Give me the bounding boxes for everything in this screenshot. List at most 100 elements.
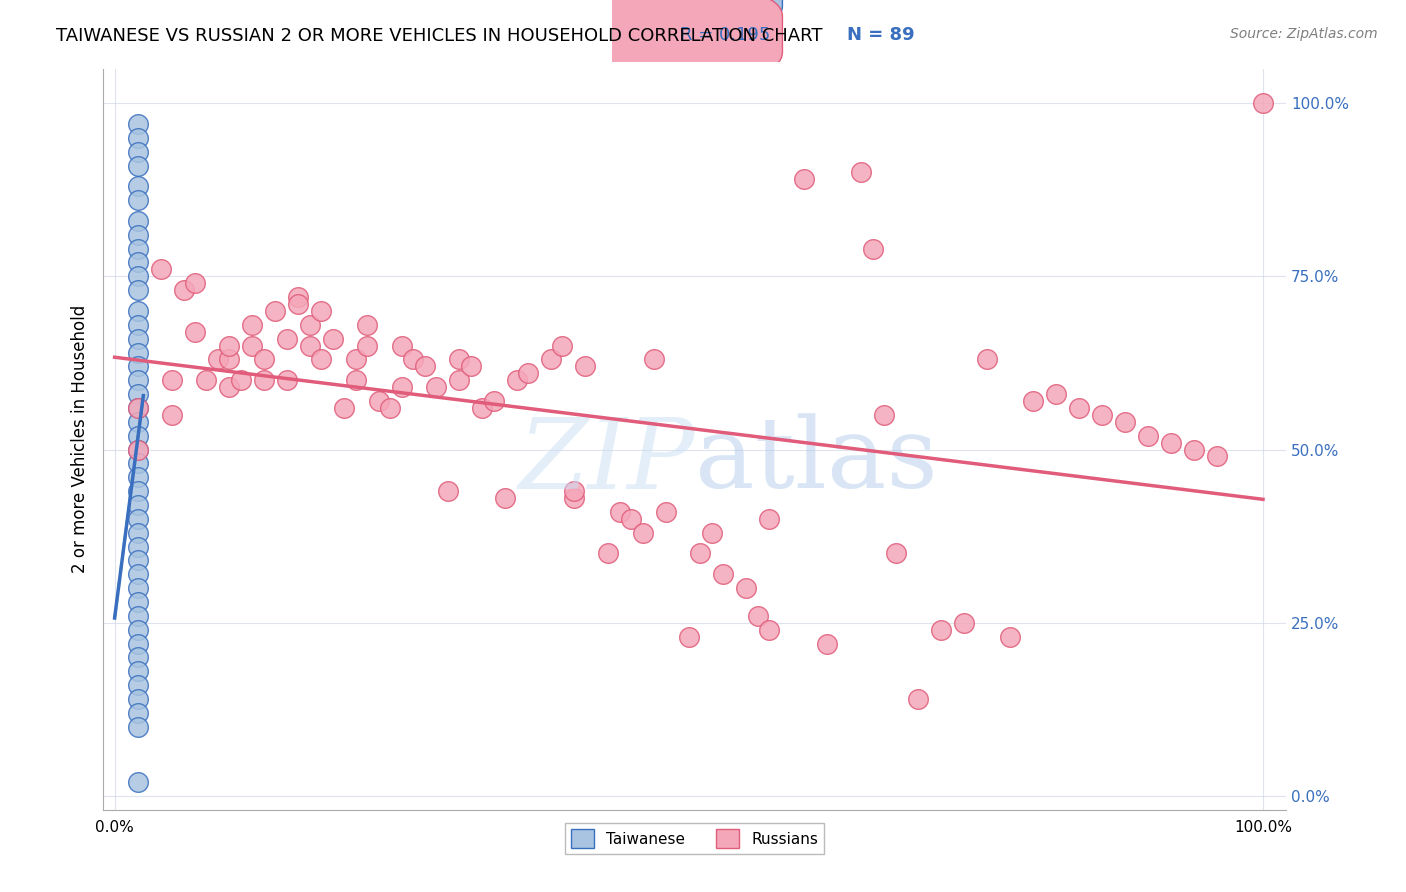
Point <box>931 623 953 637</box>
Point <box>689 546 711 560</box>
Point <box>127 525 149 540</box>
Point <box>1045 387 1067 401</box>
Point <box>356 338 378 352</box>
Point <box>425 380 447 394</box>
Text: R = 0.195: R = 0.195 <box>681 26 770 44</box>
Point <box>793 172 815 186</box>
Point <box>127 332 149 346</box>
Point <box>655 505 678 519</box>
FancyBboxPatch shape <box>509 0 783 83</box>
Point <box>1160 435 1182 450</box>
Point <box>127 442 149 457</box>
Point <box>127 227 149 242</box>
Point <box>344 373 367 387</box>
Point <box>298 338 321 352</box>
Point <box>207 352 229 367</box>
Point <box>562 484 585 499</box>
Point <box>631 525 654 540</box>
Point <box>127 193 149 207</box>
Point <box>735 581 758 595</box>
Point <box>574 359 596 374</box>
Point <box>758 623 780 637</box>
Text: TAIWANESE VS RUSSIAN 2 OR MORE VEHICLES IN HOUSEHOLD CORRELATION CHART: TAIWANESE VS RUSSIAN 2 OR MORE VEHICLES … <box>56 27 823 45</box>
Point <box>884 546 907 560</box>
Point <box>127 623 149 637</box>
Point <box>562 491 585 505</box>
Text: Source: ZipAtlas.com: Source: ZipAtlas.com <box>1230 27 1378 41</box>
Point <box>1182 442 1205 457</box>
Point <box>242 318 264 332</box>
Point <box>127 470 149 484</box>
Point <box>253 373 276 387</box>
Point <box>391 380 413 394</box>
Point <box>127 428 149 442</box>
Point <box>700 525 723 540</box>
Point <box>127 373 149 387</box>
Point <box>127 720 149 734</box>
Point <box>127 318 149 332</box>
Point <box>218 352 240 367</box>
Point <box>391 338 413 352</box>
Point <box>402 352 425 367</box>
Point <box>380 401 402 415</box>
Point <box>849 165 872 179</box>
Point <box>127 636 149 650</box>
Text: ZIP: ZIP <box>519 414 695 509</box>
Point <box>287 297 309 311</box>
Text: N = 89: N = 89 <box>846 26 914 44</box>
Point <box>413 359 436 374</box>
Point <box>127 706 149 720</box>
Point <box>494 491 516 505</box>
Point <box>127 401 149 415</box>
Point <box>127 269 149 284</box>
Point <box>127 345 149 359</box>
Point <box>127 540 149 554</box>
Point <box>127 567 149 582</box>
Point <box>598 546 620 560</box>
Point <box>449 373 471 387</box>
Point <box>643 352 665 367</box>
Point <box>1000 630 1022 644</box>
Point <box>127 512 149 526</box>
Point <box>184 325 207 339</box>
Point <box>311 352 333 367</box>
Point <box>253 352 276 367</box>
Point <box>758 512 780 526</box>
Legend: Taiwanese, Russians: Taiwanese, Russians <box>565 823 824 854</box>
Point <box>276 373 298 387</box>
Point <box>127 159 149 173</box>
Point <box>482 394 505 409</box>
Point <box>127 145 149 159</box>
Point <box>127 283 149 297</box>
Point <box>127 665 149 679</box>
Point <box>127 442 149 457</box>
Point <box>127 484 149 499</box>
Point <box>127 401 149 415</box>
Point <box>449 352 471 367</box>
Point <box>160 408 183 422</box>
Point <box>264 304 287 318</box>
Point <box>298 318 321 332</box>
Point <box>471 401 494 415</box>
Point <box>505 373 527 387</box>
Point <box>551 338 574 352</box>
Point <box>276 332 298 346</box>
Point <box>322 332 344 346</box>
Point <box>127 581 149 595</box>
Point <box>873 408 896 422</box>
Point <box>711 567 734 582</box>
Point <box>127 117 149 131</box>
Point <box>1114 415 1136 429</box>
Point <box>173 283 195 297</box>
Point <box>333 401 356 415</box>
Point <box>127 242 149 256</box>
Point <box>218 380 240 394</box>
Point <box>127 553 149 567</box>
FancyBboxPatch shape <box>509 0 783 37</box>
Point <box>127 498 149 512</box>
Y-axis label: 2 or more Vehicles in Household: 2 or more Vehicles in Household <box>72 305 89 574</box>
Point <box>747 608 769 623</box>
Point <box>1069 401 1091 415</box>
Point <box>517 367 540 381</box>
Point <box>344 352 367 367</box>
